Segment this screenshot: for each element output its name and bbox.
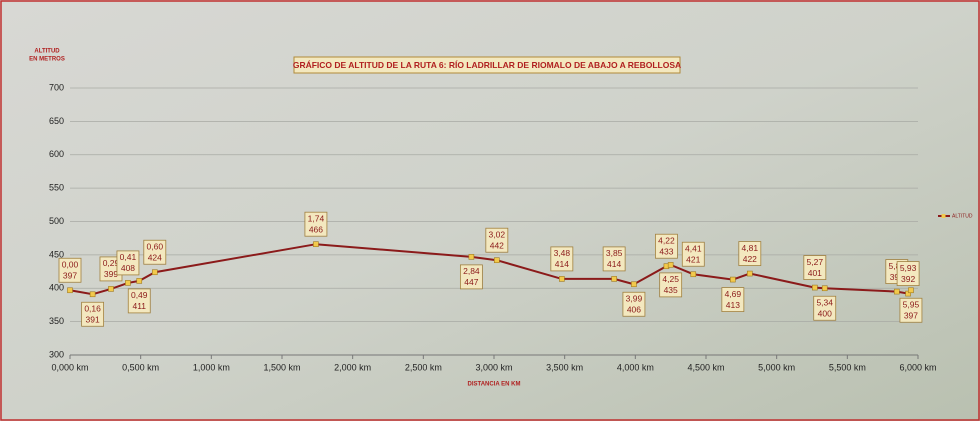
data-label: 392 [901, 274, 915, 284]
data-label: 4,81 [742, 243, 759, 253]
x-tick-label: 2,500 km [405, 362, 442, 372]
y-tick-label: 500 [49, 216, 64, 226]
marker [894, 289, 899, 294]
y-tick-label: 350 [49, 316, 64, 326]
x-tick-label: 1,500 km [263, 362, 300, 372]
x-tick-label: 3,000 km [475, 362, 512, 372]
data-label: 413 [726, 300, 740, 310]
data-label: 5,95 [903, 300, 920, 310]
x-tick-label: 4,500 km [687, 362, 724, 372]
marker [137, 278, 142, 283]
legend-label: ALTITUD [952, 213, 973, 219]
x-tick-label: 5,500 km [829, 362, 866, 372]
data-label: 3,02 [489, 229, 506, 239]
y-axis-title: EN METROS [29, 57, 65, 63]
chart-title: GRÁFICO DE ALTITUD DE LA RUTA 6: RÍO LAD… [293, 60, 681, 70]
data-label: 433 [659, 246, 673, 256]
data-label: 2,84 [463, 266, 480, 276]
data-label: 421 [686, 254, 700, 264]
y-tick-label: 300 [49, 349, 64, 359]
y-tick-label: 700 [49, 82, 64, 92]
x-axis-title: DISTANCIA EN KM [468, 382, 521, 388]
marker [90, 292, 95, 297]
data-label: 391 [86, 315, 100, 325]
x-tick-label: 0,000 km [51, 362, 88, 372]
marker [313, 242, 318, 247]
data-label: 447 [464, 277, 478, 287]
data-label: 406 [627, 304, 641, 314]
data-label: 397 [63, 271, 77, 281]
legend-marker [942, 214, 946, 218]
x-tick-label: 4,000 km [617, 362, 654, 372]
marker [494, 258, 499, 263]
data-label: 3,48 [554, 248, 571, 258]
x-tick-label: 2,000 km [334, 362, 371, 372]
x-tick-label: 6,000 km [899, 362, 936, 372]
marker [152, 270, 157, 275]
data-label: 5,34 [816, 298, 833, 308]
data-label: 0,60 [147, 241, 164, 251]
marker [668, 262, 673, 267]
marker [730, 277, 735, 282]
data-label: 0,41 [120, 252, 137, 262]
marker [908, 288, 913, 293]
y-axis-title: ALTITUD [34, 49, 60, 55]
data-label: 422 [743, 254, 757, 264]
chart: GRÁFICO DE ALTITUD DE LA RUTA 6: RÍO LAD… [0, 0, 980, 421]
data-label: 0,16 [84, 304, 101, 314]
data-label: 3,99 [626, 293, 643, 303]
data-label: 442 [490, 240, 504, 250]
data-label: 4,41 [685, 243, 702, 253]
marker [631, 282, 636, 287]
marker [612, 276, 617, 281]
data-label: 401 [808, 268, 822, 278]
marker [469, 254, 474, 259]
y-tick-label: 400 [49, 283, 64, 293]
data-label: 0,00 [62, 260, 79, 270]
y-tick-label: 650 [49, 116, 64, 126]
x-tick-label: 1,000 km [193, 362, 230, 372]
data-label: 400 [818, 309, 832, 319]
y-tick-label: 600 [49, 149, 64, 159]
marker [68, 288, 73, 293]
x-tick-label: 5,000 km [758, 362, 795, 372]
data-label: 414 [607, 259, 621, 269]
data-label: 411 [132, 301, 146, 311]
x-tick-label: 3,500 km [546, 362, 583, 372]
y-tick-label: 550 [49, 183, 64, 193]
marker [812, 285, 817, 290]
data-label: 1,74 [308, 213, 325, 223]
data-label: 5,27 [807, 257, 824, 267]
marker [125, 280, 130, 285]
data-label: 0,49 [131, 290, 148, 300]
marker [747, 271, 752, 276]
data-label: 4,22 [658, 235, 675, 245]
x-tick-label: 0,500 km [122, 362, 159, 372]
marker [691, 272, 696, 277]
data-label: 5,93 [900, 263, 917, 273]
data-label: 3,85 [606, 248, 623, 258]
data-label: 424 [148, 252, 162, 262]
marker [822, 286, 827, 291]
data-label: 466 [309, 224, 323, 234]
marker [559, 276, 564, 281]
marker [108, 286, 113, 291]
data-label: 435 [664, 285, 678, 295]
data-label: 408 [121, 263, 135, 273]
data-label: 4,69 [725, 289, 742, 299]
data-label: 4,25 [662, 274, 679, 284]
y-tick-label: 450 [49, 249, 64, 259]
data-label: 399 [104, 269, 118, 279]
data-label: 397 [904, 311, 918, 321]
data-label: 414 [555, 259, 569, 269]
